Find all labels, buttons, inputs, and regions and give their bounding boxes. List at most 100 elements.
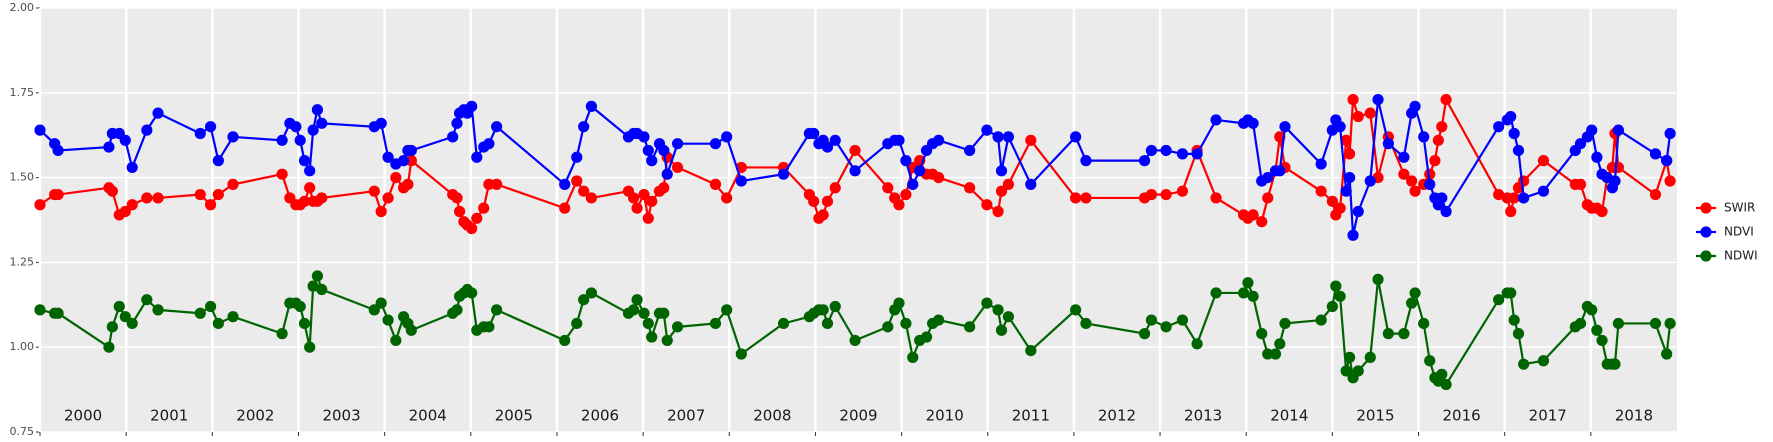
data-point: [113, 300, 125, 313]
data-point: [316, 192, 328, 204]
data-point: [920, 331, 933, 343]
data-point: [849, 144, 861, 157]
data-point: [1406, 175, 1418, 187]
data-point: [709, 178, 722, 190]
data-point: [658, 307, 670, 319]
data-point: [1352, 365, 1364, 377]
data-point: [1424, 355, 1436, 367]
data-point: [227, 178, 239, 190]
data-point: [849, 334, 861, 347]
data-point: [1070, 304, 1082, 316]
data-point: [1574, 138, 1587, 150]
x-tick-label: 2006: [581, 407, 619, 425]
data-point: [106, 185, 118, 197]
x-tick-label: 2009: [839, 407, 877, 425]
data-point: [964, 321, 976, 333]
data-point: [1274, 338, 1286, 350]
data-point: [451, 192, 463, 204]
data-point: [1352, 205, 1364, 218]
x-tick-label: 2001: [150, 407, 188, 425]
data-point: [1436, 368, 1448, 380]
data-point: [1612, 161, 1625, 174]
x-tick-label: 2002: [236, 407, 274, 425]
data-point: [483, 178, 495, 190]
data-point: [304, 182, 316, 194]
data-point: [631, 202, 643, 214]
data-point: [882, 321, 894, 333]
data-point: [1274, 165, 1286, 177]
legend-label: NDVI: [1724, 225, 1754, 239]
data-point: [1347, 229, 1359, 241]
data-point: [311, 104, 324, 116]
data-point: [141, 192, 153, 204]
data-point: [1661, 348, 1673, 360]
data-point: [483, 138, 495, 150]
data-point: [451, 117, 463, 129]
data-point: [52, 188, 64, 201]
data-point: [1649, 317, 1662, 330]
data-point: [671, 138, 684, 150]
data-point: [212, 317, 224, 330]
data-point: [382, 314, 394, 326]
data-point: [471, 212, 483, 224]
data-point: [316, 117, 328, 129]
data-point: [1432, 134, 1444, 146]
data-point: [1326, 195, 1338, 207]
data-point: [578, 121, 590, 133]
data-point: [294, 300, 306, 313]
data-point: [1080, 192, 1092, 204]
data-point: [821, 195, 834, 207]
data-point: [1315, 314, 1327, 326]
data-point: [307, 280, 319, 292]
data-point: [638, 307, 650, 319]
data-point: [466, 287, 478, 299]
data-point: [491, 304, 503, 316]
x-tick-label: 2015: [1356, 407, 1394, 425]
data-point: [1664, 127, 1676, 140]
data-point: [298, 317, 311, 330]
data-point: [1138, 155, 1151, 167]
data-point: [1505, 110, 1517, 123]
data-point: [1002, 131, 1015, 143]
data-point: [1518, 358, 1530, 370]
data-point: [829, 134, 841, 146]
data-point: [1256, 328, 1268, 340]
data-point: [1505, 205, 1517, 218]
data-point: [1493, 188, 1505, 201]
x-tick-label: 2004: [409, 407, 447, 425]
data-point: [661, 168, 673, 180]
data-point: [405, 144, 417, 157]
data-point: [466, 100, 478, 112]
data-point: [1440, 378, 1452, 391]
data-point: [1138, 328, 1151, 340]
data-point: [1649, 148, 1662, 160]
data-point: [405, 155, 417, 167]
data-point: [34, 304, 46, 316]
data-point: [1418, 317, 1430, 330]
data-point: [1262, 192, 1274, 204]
data-point: [1176, 314, 1189, 326]
data-point: [1340, 365, 1352, 377]
data-point: [194, 127, 206, 140]
data-point: [375, 117, 387, 129]
data-point: [1315, 185, 1327, 197]
data-point: [1574, 178, 1587, 190]
data-point: [578, 185, 590, 197]
data-point: [1145, 314, 1158, 326]
data-point: [1247, 117, 1259, 129]
data-point: [721, 192, 733, 204]
data-point: [777, 168, 790, 180]
data-point: [103, 141, 115, 153]
data-point: [559, 178, 571, 190]
data-point: [1145, 188, 1158, 201]
data-point: [1080, 155, 1092, 167]
data-point: [276, 134, 288, 146]
data-point: [933, 134, 945, 146]
data-point: [1334, 121, 1346, 133]
legend-key-point: [1700, 202, 1712, 214]
data-point: [808, 127, 820, 140]
data-point: [981, 199, 993, 211]
data-point: [491, 121, 503, 133]
data-point: [642, 144, 654, 157]
data-point: [1418, 131, 1430, 143]
